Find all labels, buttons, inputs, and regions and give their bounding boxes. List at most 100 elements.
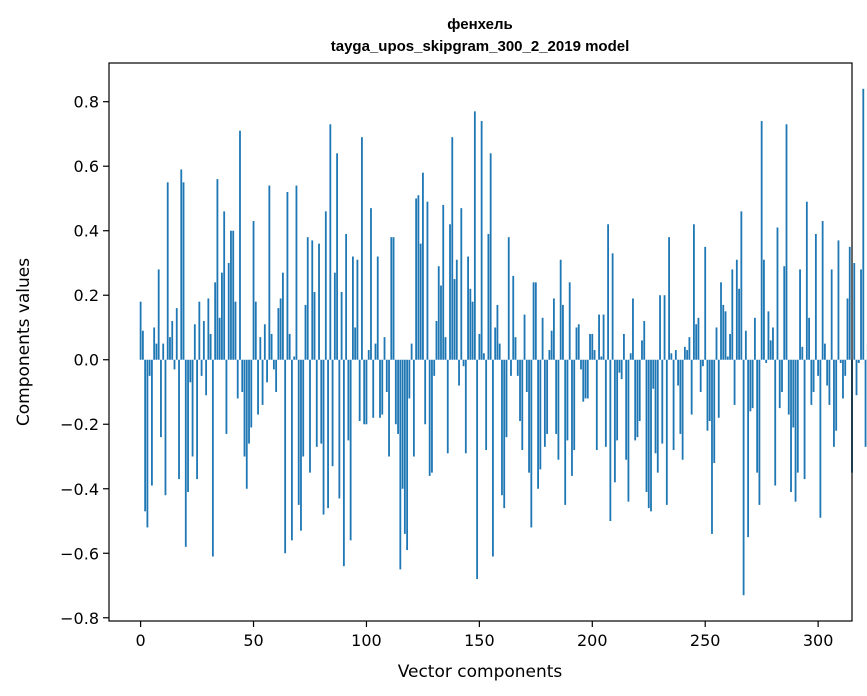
bar <box>801 346 804 360</box>
bar <box>593 350 596 360</box>
bar <box>609 359 612 522</box>
bar <box>826 359 829 386</box>
bar <box>394 359 397 425</box>
bar <box>747 359 750 538</box>
bar <box>767 311 770 360</box>
bar <box>329 124 332 360</box>
bar <box>844 359 847 376</box>
bar <box>214 282 217 360</box>
bar <box>591 333 594 360</box>
bar <box>365 359 368 425</box>
bar <box>582 359 585 402</box>
bar <box>225 359 228 434</box>
bar <box>539 359 542 470</box>
bar <box>663 295 666 360</box>
bar <box>205 359 208 396</box>
bar <box>607 224 609 360</box>
bar <box>803 359 806 480</box>
bar <box>349 359 352 541</box>
bar <box>668 237 670 360</box>
bar <box>399 359 402 570</box>
y-tick-label: 0.4 <box>74 222 99 241</box>
bar <box>358 359 361 422</box>
bar <box>390 237 393 360</box>
bar <box>516 359 519 376</box>
bar <box>751 359 754 409</box>
bar <box>354 327 357 360</box>
bar <box>291 359 293 541</box>
bar <box>580 359 582 370</box>
bar <box>774 359 777 486</box>
bar <box>577 324 580 360</box>
bar <box>677 359 680 386</box>
bar <box>221 272 223 360</box>
bar <box>160 359 162 438</box>
bar <box>254 301 257 360</box>
bar <box>566 359 569 441</box>
bar <box>164 359 167 496</box>
bar <box>277 308 280 360</box>
bar <box>288 333 291 360</box>
bar <box>419 243 422 360</box>
bar <box>202 321 205 360</box>
bar <box>230 230 232 360</box>
bar <box>738 288 740 360</box>
bar <box>295 185 298 360</box>
bar <box>742 359 745 596</box>
bar <box>647 359 650 509</box>
bar <box>460 208 463 360</box>
bar <box>207 298 210 360</box>
bar <box>352 256 354 360</box>
bar <box>534 282 537 360</box>
bar <box>487 233 490 360</box>
bar <box>623 333 625 360</box>
bar <box>505 359 508 438</box>
bar <box>275 359 278 392</box>
bar <box>783 266 786 360</box>
bar <box>417 195 420 360</box>
bar <box>428 359 431 476</box>
bar <box>686 350 689 360</box>
bar <box>223 211 226 360</box>
bar <box>446 359 449 454</box>
bar <box>584 359 587 399</box>
bar <box>814 233 817 360</box>
bar <box>297 359 300 505</box>
bar <box>180 169 183 360</box>
x-axis-ticks: 0 50 100 150 200 250 300 <box>136 621 833 650</box>
bar <box>661 359 664 444</box>
bar <box>331 359 334 467</box>
bar <box>600 356 603 360</box>
bar <box>613 359 616 483</box>
bar <box>198 301 201 360</box>
bar <box>794 359 797 502</box>
bar <box>175 308 178 360</box>
bar <box>528 359 530 473</box>
bar <box>530 359 533 528</box>
bar <box>627 359 630 502</box>
bar <box>634 359 637 441</box>
bar <box>611 253 614 360</box>
bar <box>449 224 451 360</box>
bar <box>559 259 562 360</box>
bar <box>284 359 287 554</box>
bar <box>268 185 271 360</box>
bar <box>796 359 799 473</box>
bar <box>338 359 341 499</box>
x-tick-label: 50 <box>243 631 263 650</box>
bar <box>650 359 652 512</box>
bar <box>372 359 375 418</box>
bar <box>541 317 544 360</box>
bar <box>695 324 698 360</box>
y-tick-label: −0.4 <box>60 480 99 499</box>
bar <box>153 327 156 360</box>
bar <box>318 243 320 360</box>
bar <box>758 359 761 505</box>
bar <box>340 292 343 360</box>
bar <box>693 224 695 360</box>
bar <box>315 359 318 447</box>
bar <box>252 221 255 360</box>
bar <box>433 359 436 376</box>
bar <box>494 327 497 360</box>
bar <box>342 359 345 567</box>
